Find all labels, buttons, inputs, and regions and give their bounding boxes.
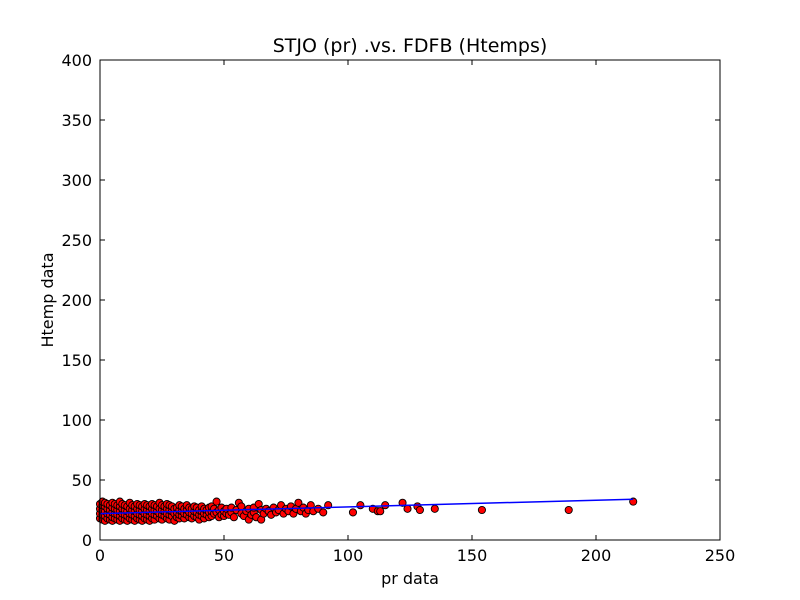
- data-point: [430, 504, 439, 513]
- fit-line: [99, 498, 634, 515]
- y-axis: 0 50 100 150 200 250 300 350 400: [61, 51, 720, 550]
- x-tick-label: 100: [333, 546, 364, 565]
- y-tick-label: 250: [61, 231, 92, 250]
- y-tick-label: 100: [61, 411, 92, 430]
- y-tick-label: 300: [61, 171, 92, 190]
- x-tick-label: 250: [705, 546, 736, 565]
- y-tick-label: 400: [61, 51, 92, 70]
- x-tick-label: 200: [581, 546, 612, 565]
- plot-frame: [99, 59, 721, 541]
- y-tick-label: 50: [72, 471, 92, 490]
- x-axis-label: pr data: [381, 569, 439, 588]
- y-tick-label: 150: [61, 351, 92, 370]
- data-point: [319, 508, 328, 517]
- x-axis: 0 50 100 150 200 250: [95, 60, 735, 565]
- data-point: [477, 505, 486, 515]
- data-point: [229, 513, 238, 522]
- data-point: [564, 505, 573, 515]
- y-axis-label: Htemp data: [38, 252, 57, 347]
- chart-title: STJO (pr) .vs. FDFB (Htemps): [273, 35, 548, 57]
- plot-area: [95, 497, 638, 525]
- data-point: [415, 505, 424, 515]
- x-tick-label: 0: [95, 546, 105, 565]
- data-point: [294, 498, 303, 507]
- x-tick-label: 150: [457, 546, 488, 565]
- data-point: [398, 498, 407, 507]
- y-tick-label: 200: [61, 291, 92, 310]
- data-point: [403, 504, 412, 513]
- y-tick-label: 350: [61, 111, 92, 130]
- y-tick-label: 0: [82, 531, 92, 550]
- data-point: [348, 508, 358, 517]
- data-point: [376, 507, 385, 516]
- data-point: [212, 497, 221, 506]
- data-point: [356, 501, 365, 510]
- x-tick-label: 50: [214, 546, 234, 565]
